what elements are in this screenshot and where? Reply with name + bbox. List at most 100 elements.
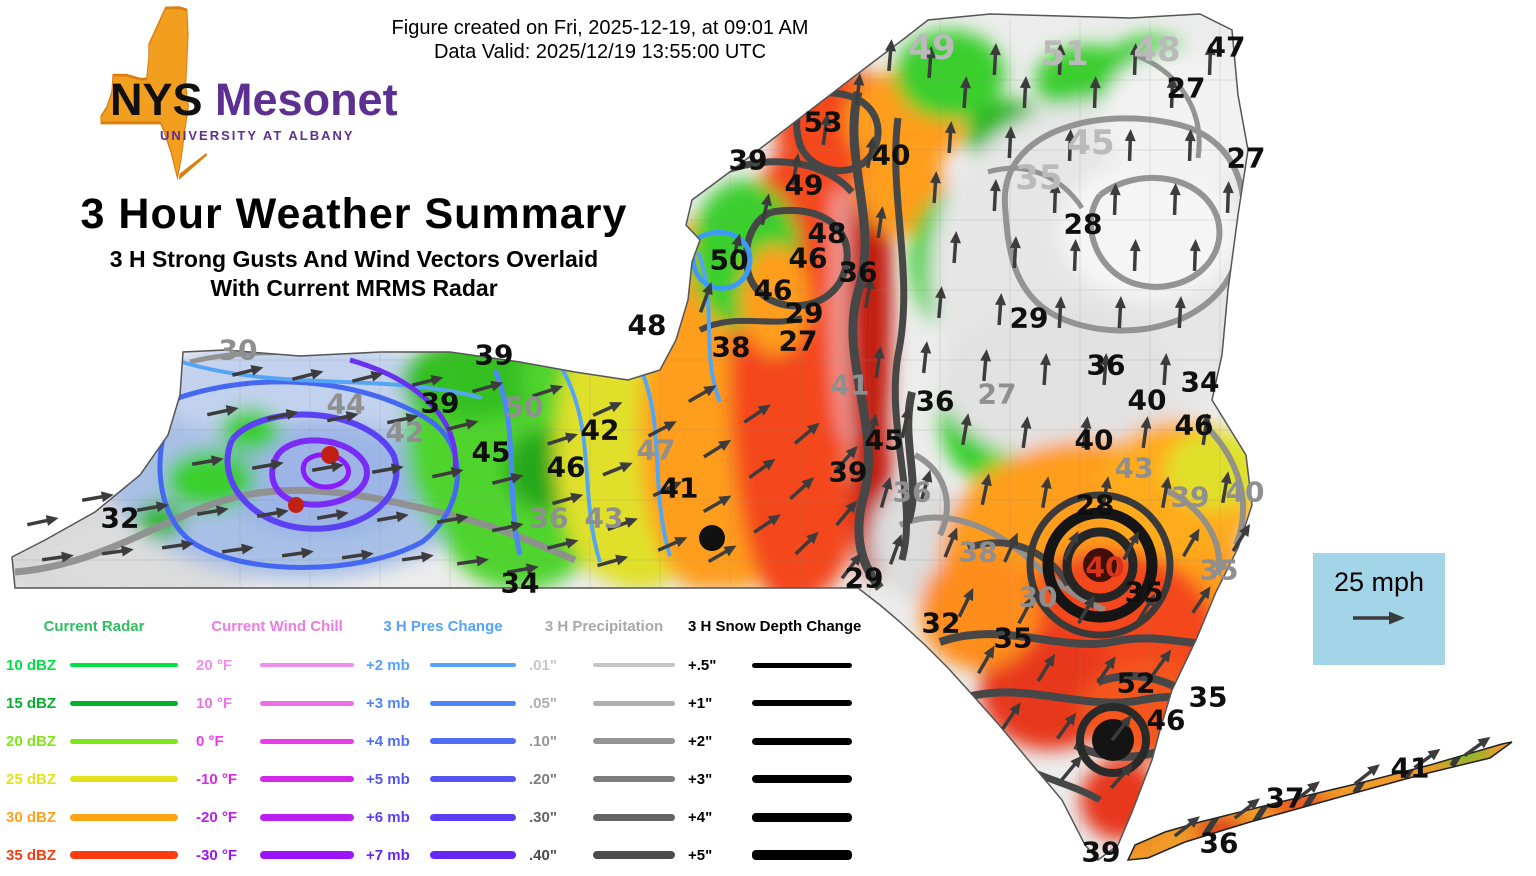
- gust-label: 53: [804, 106, 843, 139]
- wind-vector-arrow-icon: [995, 293, 1006, 326]
- wind-vector-arrow-icon: [1109, 183, 1121, 216]
- legend-item-label: -10 °F: [196, 770, 238, 788]
- wind-vector-arrow-icon: [191, 455, 224, 467]
- gust-label: 48: [1133, 30, 1180, 70]
- gust-label: 36: [1087, 349, 1126, 382]
- gust-label: 45: [1067, 123, 1114, 163]
- legend-item: 30 dBZ: [6, 798, 182, 836]
- gust-label: 41: [660, 472, 699, 505]
- legend-column-title: 3 H Snow Depth Change: [688, 618, 862, 635]
- wind-vector-arrow-icon: [935, 286, 947, 319]
- gust-label: 50: [710, 244, 749, 277]
- gust-label: 40: [1075, 424, 1114, 457]
- gust-label: 42: [386, 416, 425, 449]
- gust-label: 46: [547, 451, 586, 484]
- legend-item-label: 10 dBZ: [6, 656, 57, 674]
- wind-vector-arrow-icon: [875, 206, 887, 239]
- legend-item-label: 0 °F: [196, 732, 224, 750]
- gust-label: 45: [865, 424, 904, 457]
- gust-label: 40: [1226, 476, 1265, 509]
- gust-label: 46: [754, 274, 793, 307]
- gust-label: 49: [785, 169, 824, 202]
- legend-item-label: +7 mb: [366, 846, 410, 864]
- legend-column-title: Current Wind Chill: [211, 618, 343, 635]
- wind-vector-arrow-icon: [266, 409, 299, 421]
- legend-item: .10": [529, 722, 679, 760]
- wind-vector-arrow-icon: [196, 505, 229, 517]
- gust-label: 46: [1147, 704, 1186, 737]
- wind-vector-arrow-icon: [1160, 353, 1171, 386]
- legend-item-label: +2 mb: [366, 656, 410, 674]
- wind-vector-arrow-icon: [1062, 530, 1079, 561]
- legend-item: .20": [529, 760, 679, 798]
- wind-vector-arrow-icon: [316, 509, 349, 521]
- gust-label: 29: [845, 562, 884, 595]
- wind-vector-arrow-icon: [547, 432, 579, 446]
- legend-item: +5 mb: [366, 760, 520, 798]
- gust-label: 51: [1041, 34, 1088, 74]
- wind-vector-arrow-icon: [687, 385, 717, 404]
- wind-vector-arrow-icon: [472, 380, 504, 394]
- legend-item-label: +3 mb: [366, 694, 410, 712]
- legend-item: +4": [688, 798, 856, 836]
- legend-item-line: [752, 812, 852, 822]
- legend-item-label: +4": [688, 808, 713, 826]
- wind-vector-arrow-icon: [900, 406, 912, 439]
- data-valid-line: Data Valid: 2025/12/19 13:55:00 UTC: [433, 41, 767, 63]
- title-block: 3 Hour Weather Summary 3 H Strong Gusts …: [38, 190, 670, 303]
- legend-item: .05": [529, 684, 679, 722]
- legend-item-label: .05": [529, 694, 557, 712]
- radar-cores: [288, 446, 1174, 777]
- legend-item: -10 °F: [196, 760, 358, 798]
- wind-vector-arrow-icon: [291, 368, 324, 381]
- wind-vector-arrow-icon: [652, 481, 683, 498]
- wind-vector-arrow-icon: [1100, 476, 1112, 509]
- gust-label: 28: [1064, 208, 1103, 241]
- legend-item-line: [70, 851, 178, 859]
- wind-vector-arrow-icon: [743, 404, 771, 424]
- legend-item-label: .20": [529, 770, 557, 788]
- wind-vector-arrow-icon: [597, 554, 629, 568]
- legend-column: 3 H Snow Depth Change +.5" +1" +2" +3" +4" +5": [688, 608, 862, 874]
- wind-vector-arrow-icon: [1122, 531, 1139, 561]
- gust-label: 36: [839, 256, 878, 289]
- wind-vector-arrow-icon: [1080, 416, 1092, 449]
- legend-item-label: .30": [529, 808, 557, 826]
- wind-vector-arrow-icon: [281, 547, 314, 559]
- wind-vector-arrow-icon: [546, 537, 579, 550]
- gust-label: 43: [1115, 452, 1154, 485]
- wind-vector-arrow-icon: [401, 551, 434, 563]
- wind-vector-arrow-icon: [1173, 816, 1200, 838]
- gust-label: 36: [893, 476, 932, 509]
- wind-vector-arrow-icon: [657, 537, 688, 552]
- wind-vector-arrow-icon: [925, 46, 936, 79]
- wind-vector-arrow-icon: [753, 514, 781, 534]
- wind-vector-arrow-icon: [1166, 76, 1178, 109]
- wind-vector-arrow-icon: [1191, 586, 1211, 614]
- gust-label: 44: [327, 388, 366, 421]
- gust-label: 32: [922, 607, 961, 640]
- wind-vector-arrow-icon: [221, 543, 254, 555]
- gust-label: 35: [1015, 158, 1062, 198]
- legend-item-label: +4 mb: [366, 732, 410, 750]
- wind-vector-arrow-icon: [820, 113, 832, 146]
- wind-vector-arrow-icon: [1049, 181, 1061, 214]
- wind-vector-arrow-icon: [1413, 748, 1441, 770]
- figure-created-line: Figure created on Fri, 2025-12-19, at 09…: [391, 17, 809, 39]
- gust-label: 52: [1117, 667, 1156, 700]
- legend-item-line: [70, 738, 178, 744]
- wind-vector-arrow-icon: [885, 39, 897, 72]
- wind-vector-arrow-icon: [1060, 755, 1083, 782]
- legend-item-label: 35 dBZ: [6, 846, 57, 864]
- wind-vector-arrow-icon: [853, 73, 865, 106]
- wind-vector-arrow-icon: [376, 511, 409, 523]
- legend-item-line: [430, 663, 516, 667]
- legend-item-label: 10 °F: [196, 694, 233, 712]
- wind-vector-arrow-icon: [1129, 43, 1141, 76]
- pressure-contours: [157, 229, 753, 570]
- gust-label: 38: [712, 331, 751, 364]
- legend-item: .30": [529, 798, 679, 836]
- gust-label: 42: [581, 414, 620, 447]
- wind-vector-arrow-icon: [647, 421, 677, 438]
